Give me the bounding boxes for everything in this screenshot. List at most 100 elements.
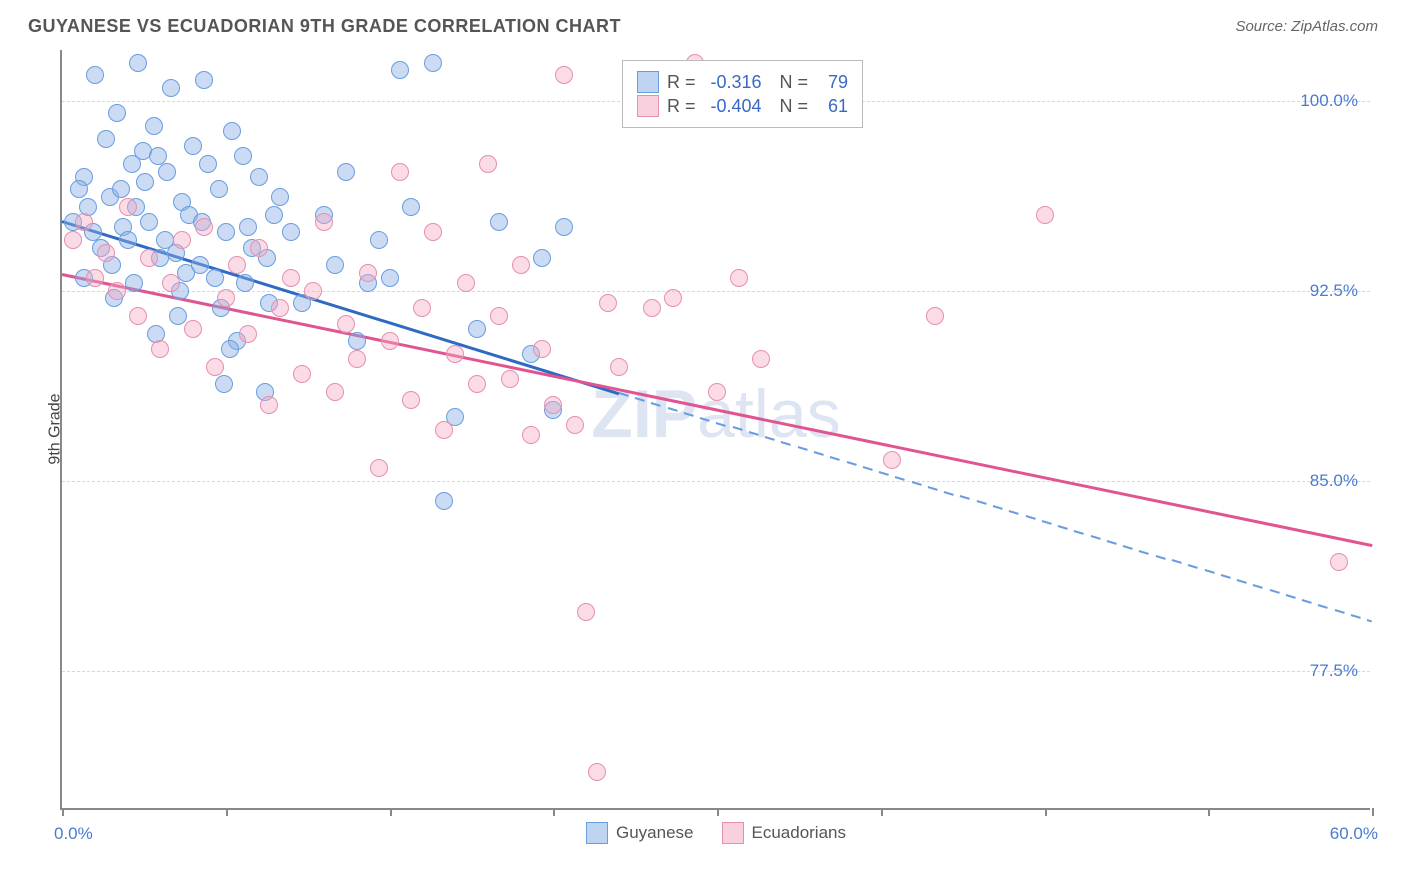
x-tick: [1372, 808, 1374, 816]
scatter-point: [402, 391, 420, 409]
scatter-point: [271, 188, 289, 206]
regression-dash: [1155, 555, 1165, 559]
scatter-point: [282, 269, 300, 287]
scatter-point: [664, 289, 682, 307]
scatter-point: [97, 244, 115, 262]
scatter-point: [391, 163, 409, 181]
x-tick: [553, 808, 555, 816]
scatter-point: [522, 426, 540, 444]
scatter-point: [173, 231, 191, 249]
scatter-point: [643, 299, 661, 317]
legend-item: Guyanese: [586, 822, 694, 844]
scatter-point: [730, 269, 748, 287]
scatter-point: [108, 104, 126, 122]
gridline-h: [62, 291, 1370, 292]
regression-line: [62, 220, 620, 395]
scatter-point: [610, 358, 628, 376]
scatter-point: [370, 231, 388, 249]
x-label-left: 0.0%: [54, 824, 93, 844]
scatter-point: [468, 320, 486, 338]
scatter-point: [119, 231, 137, 249]
regression-dash: [895, 476, 905, 480]
regression-dash: [684, 412, 694, 416]
regression-dash: [1204, 569, 1214, 573]
scatter-point: [544, 396, 562, 414]
r-value: -0.316: [704, 72, 762, 93]
scatter-point: [435, 492, 453, 510]
scatter-point: [533, 249, 551, 267]
regression-dash: [1009, 510, 1019, 514]
x-tick: [226, 808, 228, 816]
scatter-point: [119, 198, 137, 216]
x-label-right: 60.0%: [1330, 824, 1378, 844]
scatter-point: [223, 122, 241, 140]
scatter-point: [599, 294, 617, 312]
scatter-point: [326, 383, 344, 401]
regression-dash: [976, 500, 986, 504]
plot-area: ZIPatlas 9th Grade 77.5%85.0%92.5%100.0%…: [60, 50, 1370, 810]
regression-dash: [1123, 545, 1133, 549]
regression-dash: [1237, 579, 1247, 583]
regression-dash: [993, 505, 1003, 509]
gridline-h: [62, 481, 1370, 482]
regression-dash: [1025, 515, 1035, 519]
scatter-point: [566, 416, 584, 434]
scatter-point: [250, 168, 268, 186]
scatter-point: [588, 763, 606, 781]
scatter-point: [206, 358, 224, 376]
scatter-point: [304, 282, 322, 300]
bottom-legend: Guyanese Ecuadorians: [586, 822, 846, 844]
scatter-point: [512, 256, 530, 274]
regression-dash: [700, 417, 710, 421]
regression-dash: [814, 451, 824, 455]
scatter-point: [234, 147, 252, 165]
scatter-point: [315, 213, 333, 231]
x-tick: [717, 808, 719, 816]
scatter-point: [140, 213, 158, 231]
scatter-point: [156, 231, 174, 249]
scatter-point: [533, 340, 551, 358]
regression-dash: [944, 491, 954, 495]
source-label: Source: ZipAtlas.com: [1235, 18, 1378, 35]
regression-dash: [1107, 540, 1117, 544]
scatter-point: [129, 307, 147, 325]
legend-item: Ecuadorians: [721, 822, 846, 844]
stats-row: R =-0.404 N =61: [637, 95, 848, 117]
scatter-point: [250, 239, 268, 257]
scatter-point: [457, 274, 475, 292]
scatter-point: [112, 180, 130, 198]
scatter-point: [217, 289, 235, 307]
regression-dash: [1367, 619, 1372, 622]
y-tick-label: 92.5%: [1310, 281, 1358, 301]
scatter-point: [490, 213, 508, 231]
regression-dash: [1172, 559, 1182, 563]
swatch-icon: [586, 822, 608, 844]
scatter-point: [75, 213, 93, 231]
scatter-point: [162, 274, 180, 292]
regression-dash: [1221, 574, 1231, 578]
regression-dash: [1139, 550, 1149, 554]
regression-dash: [798, 446, 808, 450]
regression-dash: [1334, 609, 1344, 613]
x-tick: [390, 808, 392, 816]
scatter-point: [402, 198, 420, 216]
r-value: -0.404: [704, 96, 762, 117]
n-label: N =: [770, 72, 809, 93]
scatter-point: [265, 206, 283, 224]
scatter-point: [195, 218, 213, 236]
scatter-point: [1036, 206, 1054, 224]
regression-dash: [749, 431, 759, 435]
scatter-point: [136, 173, 154, 191]
regression-dash: [846, 461, 856, 465]
legend-label: Guyanese: [616, 823, 694, 843]
r-label: R =: [667, 72, 696, 93]
scatter-point: [337, 163, 355, 181]
scatter-point: [158, 163, 176, 181]
scatter-point: [391, 61, 409, 79]
scatter-point: [169, 307, 187, 325]
x-tick: [62, 808, 64, 816]
scatter-point: [555, 218, 573, 236]
scatter-point: [348, 350, 366, 368]
scatter-point: [381, 269, 399, 287]
scatter-point: [883, 451, 901, 469]
